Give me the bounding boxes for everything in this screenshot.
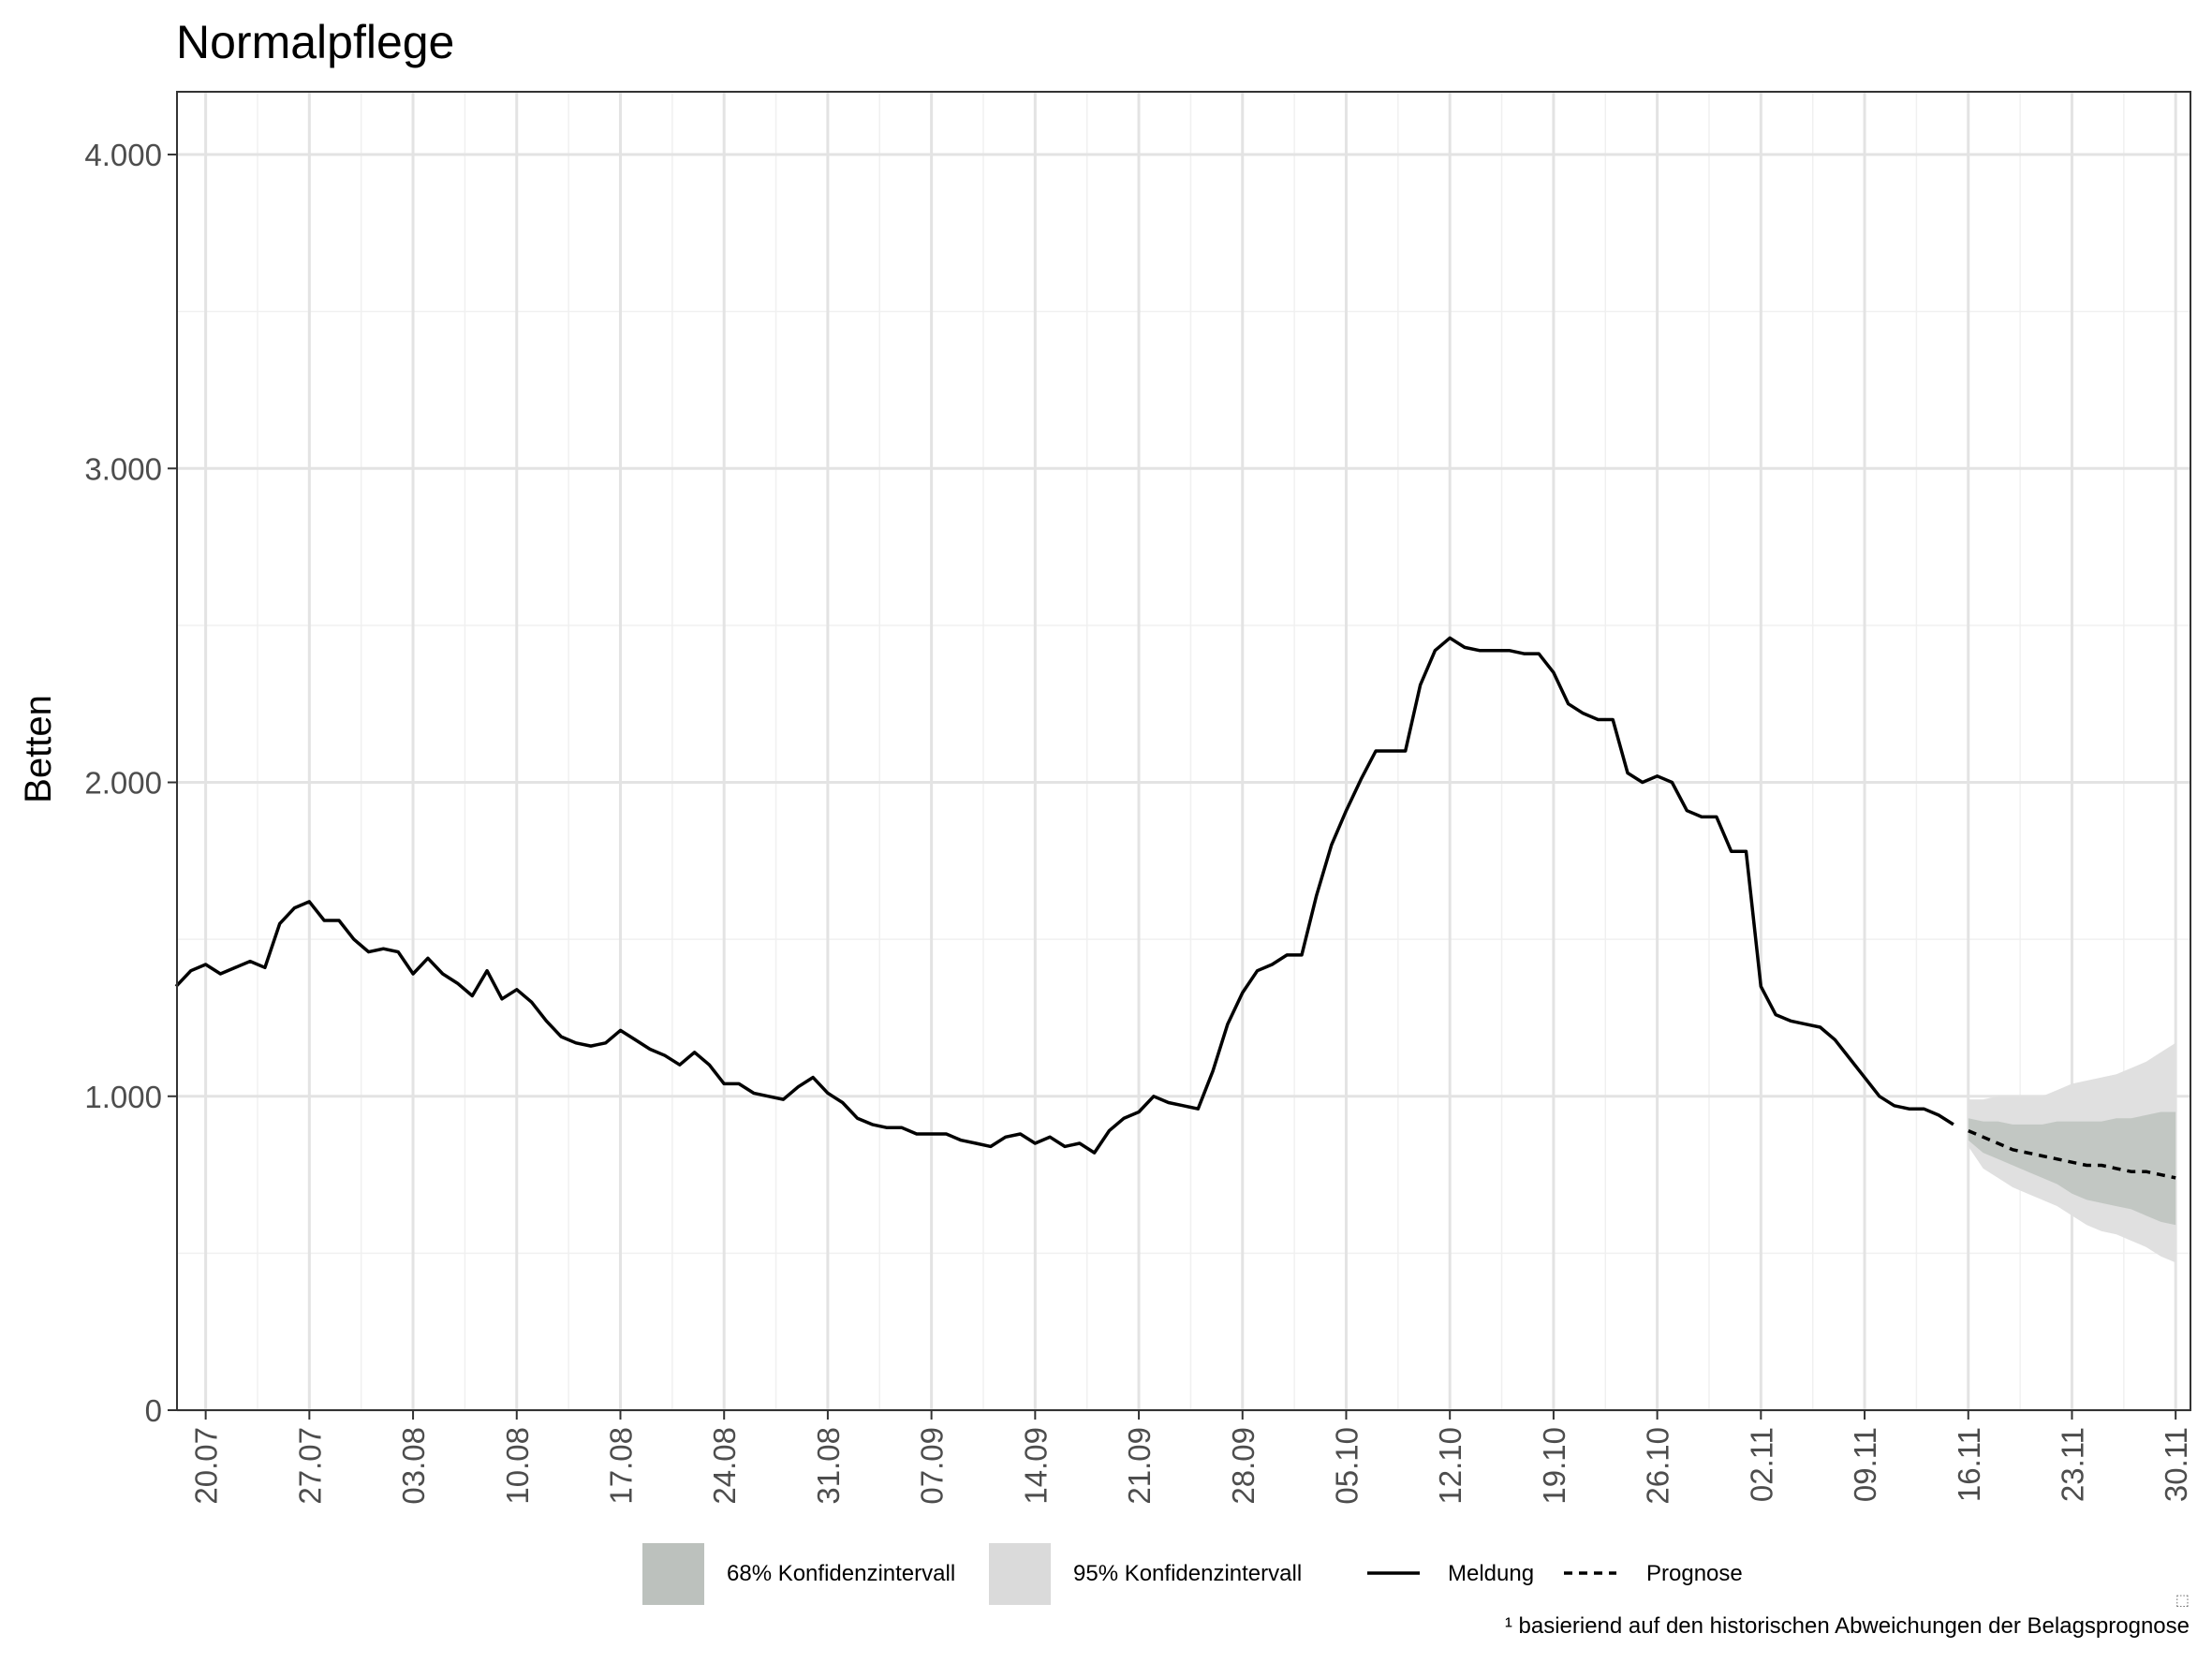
y-axis-label: Betten <box>18 695 59 803</box>
x-tick-label: 14.09 <box>1018 1427 1053 1505</box>
confidence-band <box>1968 1111 2176 1226</box>
x-tick-label: 23.11 <box>2055 1427 2089 1502</box>
corner-glyph: ⬚ <box>2175 1593 2190 1609</box>
legend-label: 95% Konfidenzintervall <box>1073 1561 1302 1586</box>
reported-line <box>174 636 1954 1155</box>
legend-label: Meldung <box>1448 1561 1534 1586</box>
x-tick-label: 10.08 <box>500 1427 535 1505</box>
x-tick-label: 07.09 <box>915 1427 950 1505</box>
footnote: ¹ basieriend auf den historischen Abweic… <box>1505 1613 2190 1639</box>
legend-label: Prognose <box>1646 1561 1743 1586</box>
legend: 68% Konfidenzintervall 95% Konfidenzinter… <box>642 1543 1743 1605</box>
legend-label: 68% Konfidenzintervall <box>727 1561 955 1586</box>
forecast-line <box>1968 1128 2176 1180</box>
x-tick-label: 31.08 <box>811 1427 846 1505</box>
x-tick-label: 20.07 <box>189 1427 224 1505</box>
x-tick-label: 16.11 <box>1952 1427 1986 1502</box>
x-tick-label: 24.08 <box>707 1427 742 1505</box>
x-tick-label: 12.10 <box>1433 1427 1467 1505</box>
y-tick-label: 4.000 <box>84 138 162 172</box>
legend-swatch <box>642 1543 704 1605</box>
x-tick-label: 09.11 <box>1848 1427 1882 1502</box>
x-tick-label: 17.08 <box>603 1427 638 1505</box>
x-tick-label: 28.09 <box>1226 1427 1261 1505</box>
x-tick-label: 02.11 <box>1744 1427 1778 1502</box>
x-tick-label: 19.10 <box>1537 1427 1571 1505</box>
plot-border <box>176 91 2191 1411</box>
x-tick-label: 27.07 <box>292 1427 327 1505</box>
legend-swatch <box>989 1543 1051 1605</box>
chart-title: Normalpflege <box>176 16 454 68</box>
series-layer <box>174 636 2176 1180</box>
grid-layer <box>177 92 2190 1412</box>
confidence-band-layer <box>1968 1042 2176 1263</box>
x-tick-label: 03.08 <box>396 1427 431 1505</box>
x-tick-label: 26.10 <box>1641 1427 1675 1505</box>
x-tick-label: 21.09 <box>1122 1427 1157 1505</box>
x-tick-label: 05.10 <box>1329 1427 1364 1505</box>
y-tick-label: 3.000 <box>84 451 162 486</box>
tick-layer: 0 1.000 2.000 3.000 4.000 20.07 27.07 03.08 10.0… <box>84 138 2193 1505</box>
y-tick-label: 1.000 <box>84 1080 162 1114</box>
x-tick-label: 30.11 <box>2159 1427 2193 1502</box>
y-tick-label: 0 <box>145 1393 162 1428</box>
y-tick-label: 2.000 <box>84 766 162 801</box>
